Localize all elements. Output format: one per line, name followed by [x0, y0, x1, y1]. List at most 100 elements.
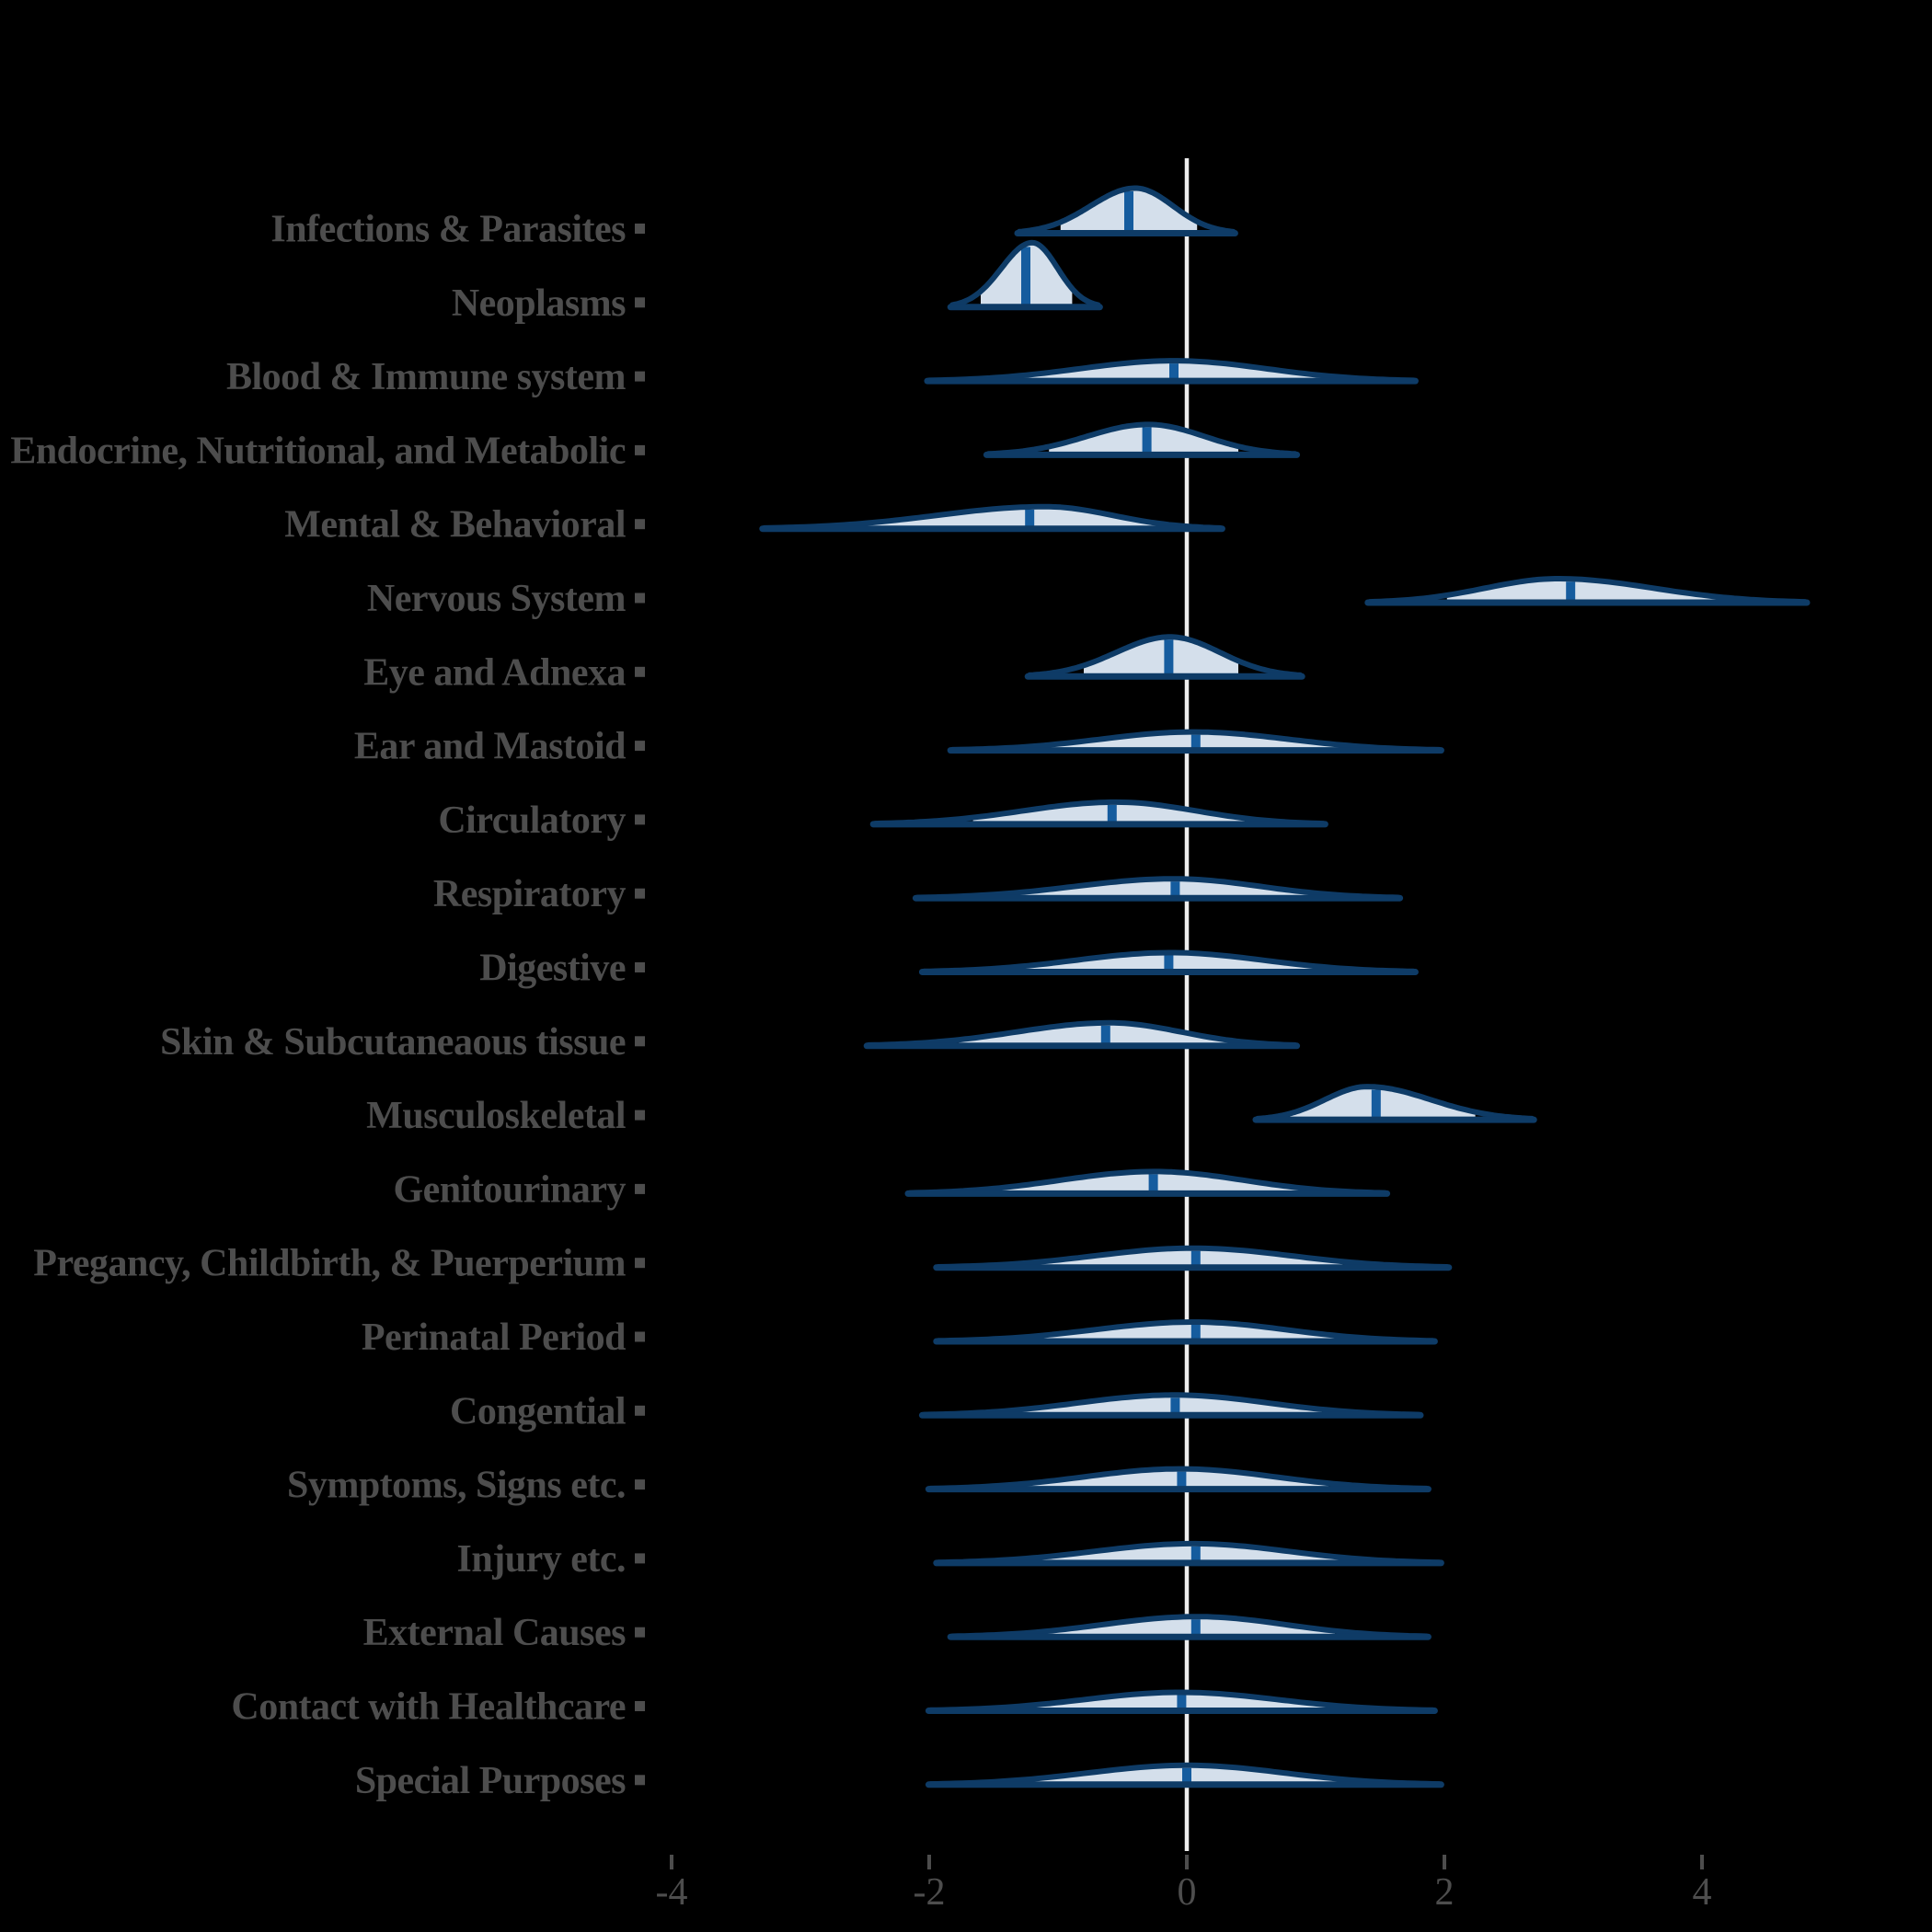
x-tick-label-2: 2: [1435, 1871, 1455, 1914]
density-row-mental-behavioral: [759, 503, 1225, 533]
category-tick-square: [635, 1183, 645, 1194]
category-tick-square: [635, 741, 645, 752]
category-label-ear-and-mastoid: Ear and Mastoid: [354, 726, 626, 768]
density-row-digestive: [918, 949, 1419, 975]
category-label-genitourinary: Genitourinary: [394, 1168, 627, 1211]
category-tick-square: [635, 666, 645, 677]
density-fill: [1036, 1543, 1343, 1563]
density-outline: [907, 1168, 1388, 1197]
x-tick-label--4: -4: [656, 1871, 688, 1914]
density-outline: [949, 1614, 1430, 1640]
category-label-symptoms-signs-etc: Symptoms, Signs etc.: [287, 1465, 626, 1507]
category-tick-square: [635, 224, 645, 234]
density-row-pregancy-childbirth-puerperium: [933, 1245, 1453, 1271]
category-label-eye-and-adnexa: Eye and Adnexa: [363, 651, 626, 694]
category-tick-square: [635, 444, 645, 455]
density-row-injury-etc: [933, 1540, 1444, 1567]
density-outline: [926, 358, 1417, 385]
density-row-ear-and-mastoid: [947, 729, 1444, 754]
category-label-musculoskeletal: Musculoskeletal: [366, 1095, 626, 1137]
category-tick-square: [635, 1405, 645, 1416]
category-tick-square: [635, 1479, 645, 1490]
category-tick-square: [635, 888, 645, 899]
density-outline: [914, 876, 1401, 902]
category-label-injury-etc: Injury etc.: [457, 1538, 626, 1581]
density-row-blood-immune-system: [924, 358, 1419, 385]
category-label-external-causes: External Causes: [363, 1612, 626, 1654]
density-row-infections-parasites: [1014, 185, 1238, 236]
category-label-mental-behavioral: Mental & Behavioral: [284, 504, 626, 546]
density-row-musculoskeletal: [1252, 1084, 1537, 1123]
category-tick-square: [635, 1701, 645, 1711]
density-outline: [985, 421, 1298, 458]
category-label-respiratory: Respiratory: [433, 873, 627, 915]
density-outline: [935, 1540, 1443, 1566]
density-row-genitourinary: [904, 1168, 1391, 1197]
density-row-skin-subcutaneaous-tissue: [863, 1019, 1301, 1050]
category-tick-square: [635, 1627, 645, 1638]
density-outline: [949, 729, 1443, 753]
x-tick-mark-0: [1185, 1855, 1189, 1869]
category-label-pregancy-childbirth-puerperium: Pregancy, Childbirth, & Puerperium: [33, 1243, 626, 1285]
x-tick-label-4: 4: [1693, 1871, 1712, 1914]
category-labels-layer: Infections & Parasites Neoplasms Blood & I…: [10, 209, 645, 1802]
x-tick-mark-2: [1443, 1855, 1446, 1869]
density-outline: [866, 1019, 1298, 1049]
density-outline: [927, 1466, 1430, 1492]
density-outline: [921, 1392, 1421, 1419]
category-tick-square: [635, 1331, 645, 1342]
density-outline: [1017, 185, 1236, 236]
category-label-contact-with-healthcare: Contact with Healthcare: [231, 1686, 626, 1729]
density-fill: [1014, 1395, 1322, 1416]
category-label-skin-subcutaneaous-tissue: Skin & Subcutaneaous tissue: [160, 1021, 626, 1064]
density-rows-layer: [759, 185, 1811, 1788]
density-row-congential: [918, 1392, 1424, 1419]
category-tick-square: [635, 371, 645, 382]
density-outline: [935, 1319, 1436, 1344]
density-row-endocrine-nutritional-and-metabolic: [983, 421, 1301, 458]
density-outline: [949, 239, 1101, 310]
category-tick-square: [635, 1036, 645, 1047]
density-outline: [761, 503, 1224, 532]
category-tick-square: [635, 814, 645, 825]
category-tick-square: [635, 1258, 645, 1269]
category-label-perinatal-period: Perinatal Period: [362, 1317, 626, 1359]
category-label-special-purposes: Special Purposes: [355, 1760, 626, 1802]
category-label-endocrine-nutritional-and-metabolic: Endocrine, Nutritional, and Metabolic: [10, 430, 626, 472]
density-outline: [1255, 1084, 1535, 1123]
density-outline: [921, 949, 1417, 975]
density-outline: [927, 1762, 1443, 1788]
category-label-nervous-system: Nervous System: [367, 578, 627, 620]
density-outline: [927, 1689, 1436, 1714]
x-tick-label-0: 0: [1178, 1871, 1197, 1914]
x-axis-layer: -4 -2 0 2 4: [656, 1855, 1712, 1914]
x-tick-mark--4: [670, 1855, 673, 1869]
density-row-special-purposes: [925, 1762, 1444, 1788]
category-label-circulatory: Circulatory: [438, 799, 626, 842]
density-row-perinatal-period: [933, 1319, 1438, 1345]
density-row-neoplasms: [947, 239, 1103, 311]
density-outline: [872, 799, 1327, 827]
density-row-respiratory: [912, 876, 1404, 902]
density-row-nervous-system: [1364, 576, 1811, 606]
category-tick-square: [635, 1553, 645, 1564]
density-row-eye-and-adnexa: [1024, 634, 1305, 680]
category-label-congential: Congential: [450, 1390, 626, 1432]
density-fill: [1084, 637, 1238, 677]
category-label-blood-immune-system: Blood & Immune system: [226, 356, 627, 398]
category-tick-square: [635, 519, 645, 530]
density-outline: [1027, 634, 1304, 680]
category-tick-square: [635, 592, 645, 604]
x-tick-mark-4: [1700, 1855, 1704, 1869]
density-outline: [1366, 576, 1808, 605]
category-tick-square: [635, 297, 645, 308]
density-row-contact-with-healthcare: [925, 1689, 1438, 1714]
x-tick-mark--2: [927, 1855, 931, 1869]
category-label-infections-parasites: Infections & Parasites: [270, 209, 626, 251]
category-tick-square: [635, 962, 645, 972]
category-tick-square: [635, 1775, 645, 1786]
category-label-neoplasms: Neoplasms: [452, 282, 626, 325]
density-fill: [1029, 1322, 1343, 1341]
